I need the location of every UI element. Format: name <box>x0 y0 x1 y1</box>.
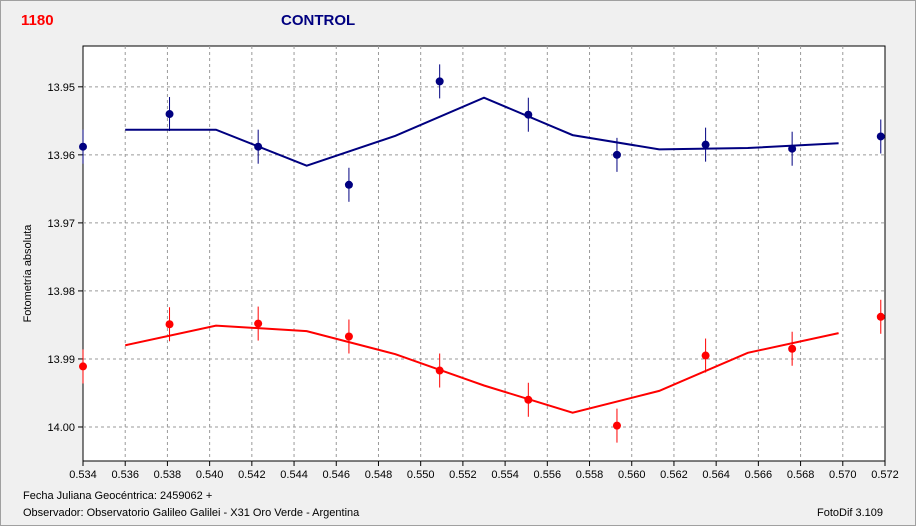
data-point <box>788 144 797 153</box>
data-point <box>524 395 533 404</box>
x-tick-label: 0.546 <box>322 469 350 481</box>
y-tick-label: 13.95 <box>47 82 75 94</box>
x-tick-label: 0.566 <box>745 469 773 481</box>
data-point <box>701 140 710 149</box>
y-tick-label: 14.00 <box>47 422 75 434</box>
fit-line <box>125 96 839 167</box>
x-tick-label: 0.570 <box>829 469 857 481</box>
x-tick-label: 0.568 <box>787 469 815 481</box>
x-tick-label: 0.564 <box>702 469 730 481</box>
data-point <box>254 319 263 328</box>
x-tick-label: 0.554 <box>491 469 519 481</box>
y-tick-label: 13.98 <box>47 286 75 298</box>
data-series <box>79 299 885 443</box>
y-tick-label: 13.97 <box>47 218 75 230</box>
x-tick-label: 0.556 <box>534 469 562 481</box>
x-tick-label: 0.552 <box>449 469 477 481</box>
footer-observer-label: Observador: Observatorio Galileo Galilei… <box>23 507 360 519</box>
data-point <box>524 110 533 119</box>
data-point <box>165 320 174 329</box>
x-tick-label: 0.562 <box>660 469 688 481</box>
data-point <box>79 142 87 151</box>
y-axis-label: Fotometría absoluta <box>22 224 34 323</box>
x-tick-label: 0.540 <box>196 469 224 481</box>
x-tick-label: 0.572 <box>871 469 899 481</box>
data-point <box>254 142 263 151</box>
data-point <box>876 132 885 141</box>
data-series <box>79 64 885 202</box>
gridlines <box>83 46 885 461</box>
data-point <box>701 351 710 360</box>
y-tick-label: 13.99 <box>47 354 75 366</box>
chart-title: CONTROL <box>281 12 356 29</box>
data-point <box>435 366 444 375</box>
x-tick-label: 0.550 <box>407 469 435 481</box>
data-point <box>344 180 353 189</box>
data-point <box>788 344 797 353</box>
data-point <box>79 362 87 371</box>
y-tick-label: 13.96 <box>47 150 75 162</box>
x-tick-label: 0.536 <box>111 469 139 481</box>
data-point <box>876 312 885 321</box>
data-point <box>165 110 174 119</box>
x-tick-label: 0.544 <box>280 469 308 481</box>
data-point <box>612 421 621 430</box>
x-tick-label: 0.538 <box>154 469 182 481</box>
x-tick-label: 0.542 <box>238 469 266 481</box>
footer-version-label: FotoDif 3.109 <box>817 507 884 519</box>
x-tick-label: 0.548 <box>365 469 393 481</box>
plot-area <box>82 45 886 462</box>
axis-ticks: 0.534 0.536 0.538 0.540 0.542 0.544 0.546 0.548… <box>47 82 898 481</box>
x-tick-label: 0.560 <box>618 469 646 481</box>
fit-line <box>124 324 839 414</box>
x-tick-label: 0.534 <box>69 469 97 481</box>
data-point <box>435 77 444 86</box>
series-layer <box>79 64 885 443</box>
data-point <box>612 150 621 159</box>
data-point <box>344 332 353 341</box>
object-id-label: 1180 <box>21 12 54 29</box>
x-tick-label: 0.558 <box>576 469 604 481</box>
footer-date-label: Fecha Juliana Geocéntrica: 2459062 + <box>23 490 213 502</box>
